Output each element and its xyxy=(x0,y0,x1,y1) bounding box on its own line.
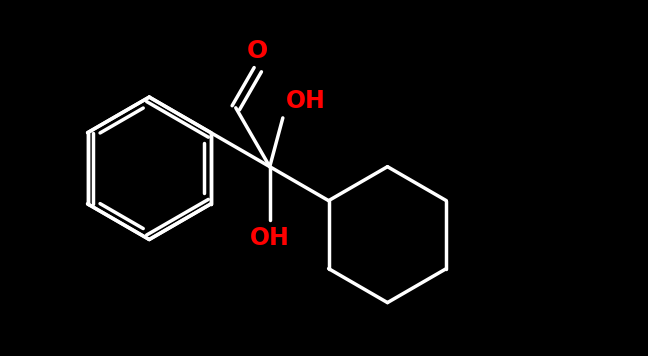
Text: OH: OH xyxy=(286,89,326,113)
Text: OH: OH xyxy=(250,226,290,250)
Text: O: O xyxy=(247,39,268,63)
